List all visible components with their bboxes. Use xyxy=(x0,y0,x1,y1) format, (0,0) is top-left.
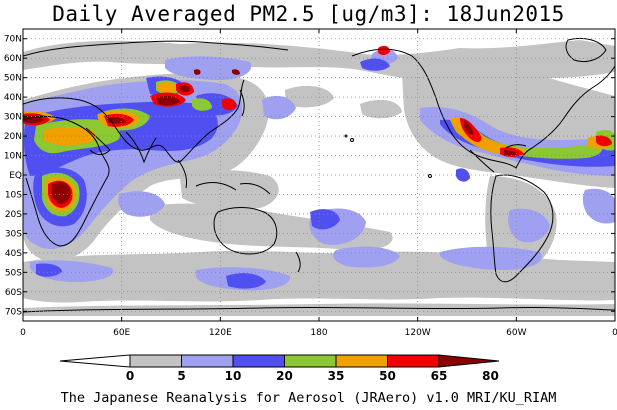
lat-tick-label: 10S xyxy=(5,190,22,200)
coastlines xyxy=(23,37,615,313)
coastline-north-america xyxy=(351,48,615,169)
longitude-axis: 0 60E 120E 180 120W 60W 0 xyxy=(20,29,617,338)
lat-tick-label: 40N xyxy=(4,93,22,103)
coastline-north-asia xyxy=(23,40,289,57)
lat-tick-label: EQ xyxy=(9,171,22,181)
lat-tick-label: 70S xyxy=(5,307,22,317)
colorbar-segment-above xyxy=(438,354,500,368)
coastline-antarctica xyxy=(23,306,615,313)
coastline-south-america xyxy=(490,174,554,283)
lon-tick-label: 0 xyxy=(612,328,617,338)
coastline-new-zealand xyxy=(295,251,301,273)
colorbar-segment xyxy=(129,354,182,368)
coastline-se-asia xyxy=(177,159,271,195)
lat-tick-label: 50S xyxy=(5,268,22,278)
coastline-arabia xyxy=(85,127,111,155)
lat-tick-label: 10N xyxy=(4,152,22,162)
map-title: Daily Averaged PM2.5 [ug/m3]: 18Jun2015 xyxy=(52,2,565,26)
lat-tick-label: 30S xyxy=(5,229,22,239)
pm25-concentration-field xyxy=(23,40,615,316)
concentration-above-80 xyxy=(24,69,518,204)
colorbar: 0 5 10 20 35 50 65 80 xyxy=(59,354,500,383)
coastline-australia xyxy=(213,207,278,255)
colorbar-label: 50 xyxy=(379,369,396,383)
coastline-eurasia xyxy=(23,79,245,163)
lon-tick-label: 120W xyxy=(405,328,431,338)
colorbar-segment xyxy=(284,354,337,368)
lat-tick-label: 20S xyxy=(5,210,22,220)
colorbar-label: 0 xyxy=(126,369,134,383)
colorbar-segment xyxy=(387,354,440,368)
colorbar-segment xyxy=(181,354,234,368)
lon-tick-label: 60E xyxy=(113,328,130,338)
lat-tick-label: 30N xyxy=(4,113,22,123)
coastline-japan xyxy=(239,89,245,117)
lat-tick-label: 70N xyxy=(4,35,22,45)
lon-tick-label: 60W xyxy=(506,328,526,338)
map-footer: The Japanese Reanalysis for Aerosol (JRA… xyxy=(60,390,557,406)
lon-tick-label: 180 xyxy=(310,328,327,338)
colorbar-label: 10 xyxy=(225,369,242,383)
lat-tick-label: 60N xyxy=(4,54,22,64)
colorbar-label: 20 xyxy=(276,369,293,383)
latitude-axis: 70N 60N 50N 40N 30N 20N 10N EQ 10S 20S 30S 40S 50S 60… xyxy=(4,35,615,317)
colorbar-segment-below xyxy=(59,354,131,368)
lon-tick-label: 0 xyxy=(20,328,26,338)
coastline-greenland xyxy=(565,37,607,63)
lat-tick-label: 40S xyxy=(5,249,22,259)
colorbar-label: 65 xyxy=(431,369,448,383)
colorbar-label: 35 xyxy=(328,369,345,383)
lat-tick-label: 50N xyxy=(4,74,22,84)
colorbar-segment xyxy=(335,354,388,368)
coastline-central-america xyxy=(469,144,527,173)
colorbar-label: 5 xyxy=(177,369,185,383)
colorbar-segment xyxy=(232,354,285,368)
lon-tick-label: 120E xyxy=(209,328,232,338)
coastline-africa xyxy=(23,115,110,247)
coastline-india xyxy=(125,131,157,164)
colorbar-label: 80 xyxy=(482,369,499,383)
lat-tick-label: 60S xyxy=(5,288,22,298)
lat-tick-label: 20N xyxy=(4,132,22,142)
